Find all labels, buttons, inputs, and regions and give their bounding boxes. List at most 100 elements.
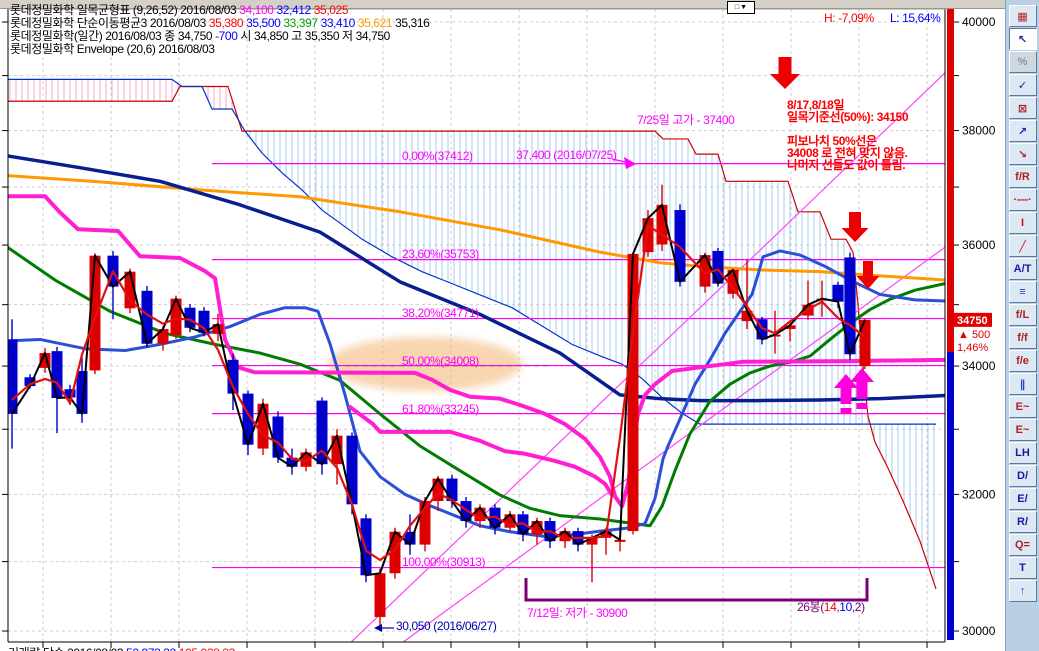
plot-area[interactable] [0, 9, 948, 648]
text-run: 롯데정밀화학 Envelope (20,6) 2016/08/03 [10, 42, 215, 56]
grid [8, 9, 945, 641]
text-run: -700 [215, 29, 238, 43]
annotation-red-note-2[interactable]: 일목기준선(50%): 34150 [787, 110, 909, 124]
svg-text:34000: 34000 [962, 359, 996, 373]
price-range-bar-low [947, 352, 954, 640]
red-down-arrow[interactable] [856, 261, 880, 289]
tool-vertical-line-icon[interactable]: I [1008, 212, 1037, 234]
tool-fib-ext-icon[interactable]: f/e [1008, 350, 1037, 372]
fib-label-100[interactable]: 100,00%(30913) [402, 555, 486, 569]
annotation-red-note-4[interactable]: 34008 로 전혀 맞지 않음. [787, 146, 908, 160]
tool-scroll-up-icon[interactable]: ↑ [1008, 580, 1037, 602]
text-run: 시 34,850 고 35,350 저 34,750 [237, 29, 390, 43]
annotation-red-note-3[interactable]: 피보나치 50%선은 [787, 134, 877, 148]
candle-body [346, 435, 358, 505]
tool-high-low-icon[interactable]: LH [1008, 442, 1037, 464]
svg-text:38000: 38000 [962, 124, 996, 138]
svg-text:34750: 34750 [957, 315, 988, 327]
text-run: 35,316 [395, 16, 430, 30]
candle-body [374, 573, 386, 617]
tool-cursor-icon[interactable]: ↖ [1008, 28, 1037, 50]
tool-delete-all-icon[interactable]: ⊠ [1008, 97, 1037, 119]
tool-channel-d-icon[interactable]: D/ [1008, 465, 1037, 487]
tool-trend-line-icon[interactable]: ╱ [1008, 235, 1037, 257]
candle-body [227, 359, 239, 394]
candle-body [316, 400, 328, 465]
collapse-icon[interactable]: ▼ [740, 4, 748, 11]
tool-pattern-icon[interactable]: ▦ [1008, 5, 1037, 27]
annotation-high-date[interactable]: 37,400 (2016/07/25) [516, 148, 617, 162]
candle-body [559, 531, 571, 542]
candle-body [699, 255, 711, 287]
tool-text-note-icon[interactable]: A/T [1008, 258, 1037, 280]
low-pointer-head [374, 624, 382, 632]
red-down-arrow[interactable] [770, 57, 800, 89]
restore-icon[interactable]: □ [734, 4, 740, 11]
red-down-arrow[interactable] [841, 212, 869, 242]
fib-label-0[interactable]: 0,00%(37412) [402, 149, 473, 163]
annotation-725-high[interactable]: 7/25일 고가 - 37400 [637, 113, 735, 127]
annotation-712-low[interactable]: 7/12일: 저가 - 30900 [527, 606, 628, 620]
fibonacci-lines[interactable] [212, 157, 947, 569]
fib-label-618[interactable]: 61,80%(33245) [402, 402, 479, 416]
tool-ratio-icon[interactable]: % [1008, 51, 1037, 73]
tool-fib-lines-icon[interactable]: f/L [1008, 304, 1037, 326]
text-run: 33,397 [283, 16, 321, 30]
candle-body [124, 271, 136, 309]
annotation-red-note-1[interactable]: 8/17,8/18일 [787, 98, 845, 112]
annotation-26-bars[interactable]: 26봉(14,10,2) [797, 601, 865, 613]
bar-count-bracket[interactable] [524, 578, 869, 602]
magenta-up-arrow[interactable] [834, 374, 858, 414]
candle-body [474, 507, 486, 522]
candle-body [712, 250, 724, 284]
candle-body [741, 310, 753, 322]
candle-body [832, 284, 844, 302]
annotation-30050-low[interactable]: 30,050 (2016/06/27) [396, 619, 497, 633]
annotation-red-note-5[interactable]: 나머지 선들도 값이 틀림. [787, 158, 906, 172]
tool-channel-e-icon[interactable]: E/ [1008, 488, 1037, 510]
candle-body [844, 257, 856, 355]
high-percent-label: H: -7,09% [824, 11, 874, 25]
tool-indicator-drop-icon[interactable]: ↘ [1008, 143, 1037, 165]
highlight-ellipse[interactable] [328, 337, 522, 391]
candle-body [157, 329, 169, 344]
tool-elliott-wave-2-icon[interactable]: E~ [1008, 419, 1037, 441]
fib-label-50[interactable]: 50,00%(34008) [402, 354, 479, 368]
tool-elliott-wave-1-icon[interactable]: E~ [1008, 396, 1037, 418]
ma5-line [11, 224, 866, 562]
magenta-up-arrow[interactable] [850, 368, 874, 409]
window-top-strip [0, 0, 1005, 9]
text-run: 35,380 [208, 16, 247, 30]
candle-body [531, 521, 543, 535]
text-run: 35,500 [246, 16, 284, 30]
window-controls[interactable]: □ ▼ [727, 1, 755, 14]
tool-indicator-line-icon[interactable]: ↗ [1008, 120, 1037, 142]
text-run: 롯데정밀화학 단순이동평균3 2016/08/03 [10, 16, 209, 30]
volume-indicator-row: 거래량 단순 2016/08/03 52,973.33 105,938.33 [8, 644, 235, 651]
tool-quote-icon[interactable]: Q= [1008, 534, 1037, 556]
svg-text:▲ 500: ▲ 500 [958, 329, 990, 341]
text-run: 14 [823, 600, 837, 614]
navy-ma [8, 154, 945, 403]
tool-fib-retrace-icon[interactable]: f/R [1008, 166, 1037, 188]
text-run: 52,973.33 [126, 646, 179, 651]
fib-label-382[interactable]: 38,20%(34771) [402, 306, 479, 320]
fib-label-236[interactable]: 23,60%(35753) [402, 247, 479, 261]
orange-ma [8, 174, 945, 282]
tool-text-icon[interactable]: T [1008, 557, 1037, 579]
trend-line[interactable] [395, 245, 948, 648]
tool-channel-r-icon[interactable]: R/ [1008, 511, 1037, 533]
close-line [11, 203, 866, 577]
text-run: 롯데정밀화학 일목균형표 (9,26,52) 2016/08/03 [10, 3, 240, 17]
trend-line[interactable] [345, 70, 948, 648]
candle-body [614, 539, 626, 542]
tool-horizontal-line-icon[interactable]: ·—· [1008, 189, 1037, 211]
envelope-lower [348, 404, 614, 498]
tool-fib-fan-icon[interactable]: f/f [1008, 327, 1037, 349]
tool-multi-line-icon[interactable]: ≡ [1008, 281, 1037, 303]
tool-parallel-lines-icon[interactable]: ∥ [1008, 373, 1037, 395]
tool-delete-select-icon[interactable]: ✓ [1008, 74, 1037, 96]
drawing-toolbar: ▦ ↖% ✓ ⊠ ↗ ↘ f/R ·—· I ╱ A/T ≡ f/L f/f f/e ∥ E~ E~ LH D/E/R… [1005, 0, 1039, 651]
y-axis: 40000 38000 36000 34000 32000 30000 [2, 8, 996, 648]
